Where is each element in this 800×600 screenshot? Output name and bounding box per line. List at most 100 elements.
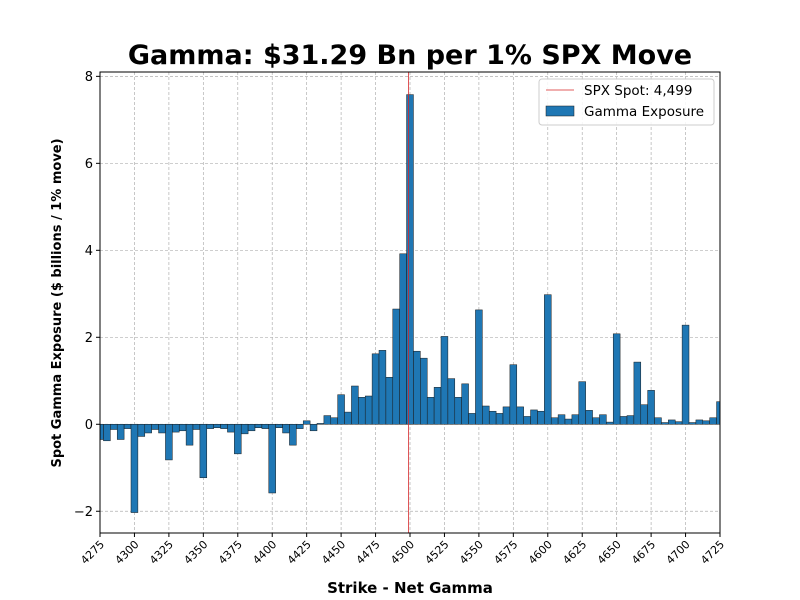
gamma-bar-4640 bbox=[599, 414, 607, 425]
gamma-bar-4400 bbox=[268, 424, 276, 494]
gamma-bar-4520 bbox=[433, 387, 442, 425]
gamma-bar-4555 bbox=[482, 405, 490, 425]
gamma-bar-4325 bbox=[165, 424, 173, 461]
gamma-bar-4375 bbox=[234, 424, 242, 455]
gamma-bar-4680 bbox=[654, 417, 662, 425]
gamma-bar-4525 bbox=[440, 336, 449, 425]
gamma-bar-4665 bbox=[633, 361, 642, 425]
gamma-bar-4355 bbox=[206, 424, 214, 429]
x-tick-label: 4300 bbox=[113, 538, 142, 567]
gamma-bar-4610 bbox=[557, 414, 566, 425]
gamma-bar-4725 bbox=[716, 401, 721, 425]
gamma-bar-4415 bbox=[289, 424, 297, 446]
gamma-bar-4490 bbox=[392, 308, 400, 425]
gamma-bar-4530 bbox=[447, 378, 456, 425]
gamma-bar-4445 bbox=[330, 417, 338, 425]
legend: SPX Spot: 4,499 Gamma Exposure bbox=[538, 78, 715, 126]
gamma-bar-4635 bbox=[592, 417, 600, 425]
gamma-bar-4370 bbox=[227, 424, 235, 433]
gamma-bar-4405 bbox=[275, 424, 283, 429]
gamma-bar-4420 bbox=[296, 424, 304, 429]
gamma-bar-4620 bbox=[571, 414, 580, 425]
y-axis-ticks: −2 0 2 4 6 8 bbox=[74, 70, 100, 520]
gamma-bar-4650 bbox=[612, 333, 621, 425]
gamma-bar-4660 bbox=[626, 415, 635, 425]
gamma-bar-4365 bbox=[220, 424, 228, 429]
gamma-bar-4360 bbox=[213, 424, 221, 429]
x-tick-label: 4375 bbox=[216, 538, 245, 567]
gamma-bar-4575 bbox=[509, 364, 518, 425]
gamma-bar-4690 bbox=[668, 419, 676, 425]
gamma-bar-4560 bbox=[488, 410, 497, 425]
x-axis-ticks: 4275 4300 4325 4350 4375 4400 4425 4450 4475 4500… bbox=[78, 533, 727, 567]
x-tick-label: 4450 bbox=[319, 538, 348, 567]
x-tick-label: 4550 bbox=[457, 538, 486, 567]
gamma-bar-4580 bbox=[516, 406, 524, 425]
x-tick-label: 4425 bbox=[285, 538, 314, 567]
gamma-bar-4340 bbox=[185, 424, 194, 446]
gamma-bar-4395 bbox=[261, 424, 270, 429]
gamma-bar-4585 bbox=[523, 416, 531, 425]
gamma-bar-4275 bbox=[99, 424, 104, 440]
gamma-bar-4430 bbox=[309, 424, 318, 432]
legend-gamma-label: Gamma Exposure bbox=[584, 104, 704, 120]
x-tick-label: 4600 bbox=[526, 538, 555, 567]
gamma-bar-4440 bbox=[323, 415, 332, 425]
gamma-bar-4695 bbox=[674, 421, 683, 425]
gamma-bar-4700 bbox=[681, 324, 690, 425]
gamma-bar-4550 bbox=[475, 309, 483, 425]
gamma-bar-4345 bbox=[192, 424, 201, 430]
gamma-bar-4615 bbox=[564, 418, 573, 425]
x-tick-label: 4400 bbox=[250, 538, 279, 567]
gamma-bar-4605 bbox=[550, 417, 559, 425]
y-tick-label: −2 bbox=[74, 505, 93, 520]
legend-spot-label: SPX Spot: 4,499 bbox=[584, 83, 692, 99]
gamma-bar-4510 bbox=[420, 357, 428, 425]
gamma-bar-4485 bbox=[385, 377, 394, 425]
x-tick-label: 4700 bbox=[664, 538, 693, 567]
gamma-bar-4330 bbox=[172, 424, 180, 433]
gamma-bar-4320 bbox=[158, 424, 166, 434]
x-tick-label: 4675 bbox=[629, 538, 658, 567]
gamma-bar-4515 bbox=[426, 397, 435, 425]
gamma-bar-4410 bbox=[282, 424, 290, 434]
gamma-bar-4625 bbox=[578, 381, 586, 425]
gamma-bar-4495 bbox=[399, 253, 407, 425]
gamma-bar-4450 bbox=[337, 394, 345, 425]
gamma-bar-4390 bbox=[254, 424, 263, 429]
gamma-bar-4705 bbox=[688, 422, 697, 425]
gamma-bar-4710 bbox=[695, 419, 704, 425]
gamma-bar-4315 bbox=[151, 424, 159, 430]
legend-gamma-swatch bbox=[545, 105, 575, 117]
gamma-bar-4470 bbox=[364, 395, 373, 425]
y-tick-label: 0 bbox=[85, 418, 93, 433]
gamma-bar-4570 bbox=[502, 406, 511, 425]
gamma-bar-4460 bbox=[351, 385, 359, 425]
x-tick-label: 4500 bbox=[388, 538, 417, 567]
gamma-bar-4385 bbox=[247, 424, 256, 432]
x-tick-label: 4350 bbox=[181, 538, 210, 567]
gamma-bar-4500 bbox=[406, 94, 414, 425]
gamma-bar-4290 bbox=[116, 424, 125, 440]
gamma-bar-4300 bbox=[130, 424, 139, 513]
gamma-bar-4310 bbox=[144, 424, 152, 434]
chart-title: Gamma: $31.29 Bn per 1% SPX Move bbox=[128, 40, 692, 71]
gamma-bar-4285 bbox=[110, 424, 118, 430]
gamma-bar-4595 bbox=[537, 410, 545, 425]
y-tick-label: 8 bbox=[85, 70, 93, 85]
gamma-bar-4425 bbox=[302, 420, 311, 425]
gamma-bar-4720 bbox=[709, 417, 717, 425]
y-tick-label: 6 bbox=[85, 157, 93, 172]
y-axis-label: Spot Gamma Exposure ($ billions / 1% mov… bbox=[50, 138, 65, 467]
gamma-bar-4335 bbox=[178, 424, 187, 432]
gamma-bar-4350 bbox=[199, 424, 208, 479]
gamma-bar-4590 bbox=[530, 409, 538, 425]
x-tick-label: 4650 bbox=[595, 538, 624, 567]
gamma-bar-4685 bbox=[661, 422, 669, 425]
gamma-bar-4540 bbox=[461, 383, 469, 425]
bars bbox=[99, 94, 721, 513]
x-tick-label: 4325 bbox=[147, 538, 176, 567]
gamma-bar-4715 bbox=[702, 420, 710, 425]
gamma-bar-4535 bbox=[454, 397, 462, 425]
